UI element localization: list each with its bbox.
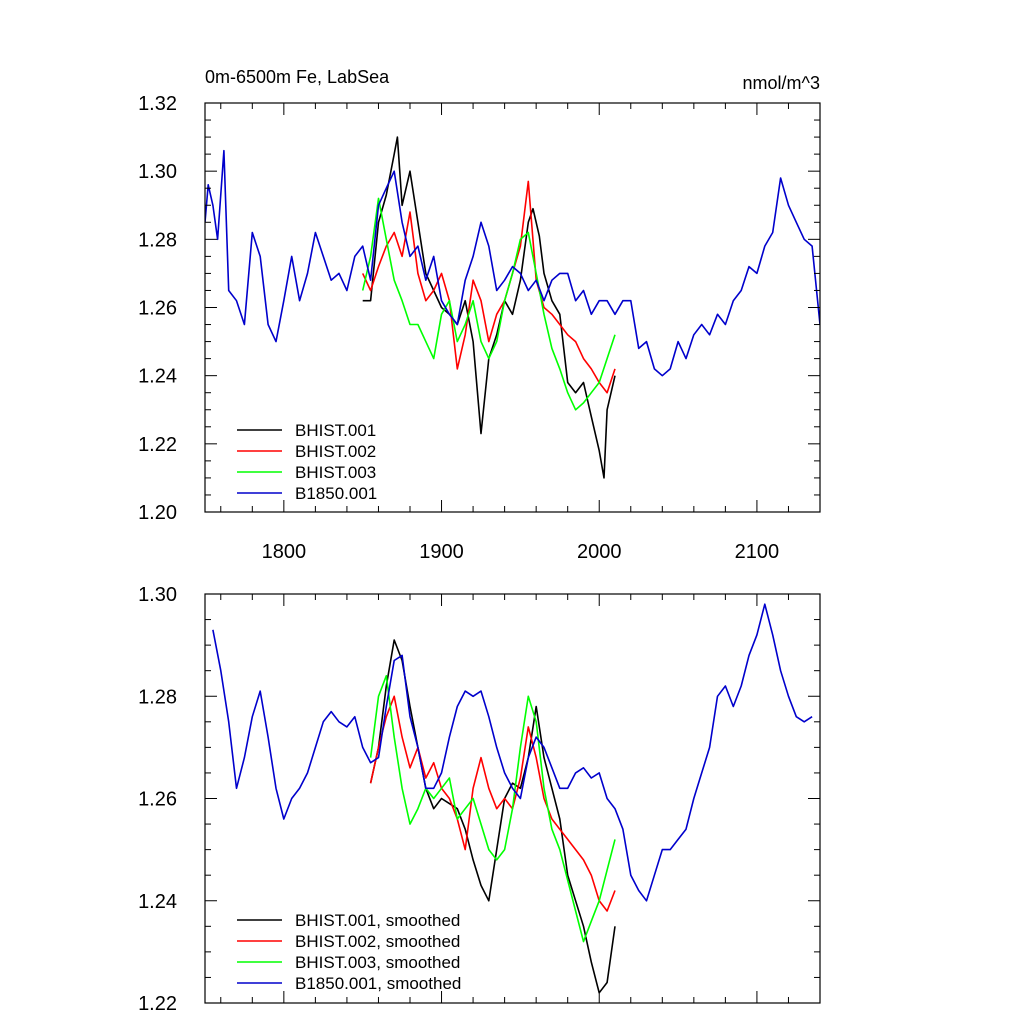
y-tick-label: 1.24 <box>138 891 177 913</box>
legend-label: BHIST.001, smoothed <box>295 911 460 930</box>
units-label: nmol/m^3 <box>743 73 820 93</box>
top-panel: 1.20 1.22 1.24 1.26 1.28 1.30 1.32 1800 1900 2000… <box>138 67 821 563</box>
y-tick-label: 1.30 <box>138 161 177 183</box>
legend: BHIST.001, smoothed BHIST.002, smoothed BH… <box>237 911 461 993</box>
series-line-2 <box>361 197 616 411</box>
series-line-3 <box>212 603 813 902</box>
legend-label: BHIST.002, smoothed <box>295 932 460 951</box>
y-tick-label: 1.26 <box>138 298 177 320</box>
x-tick-label: 1800 <box>262 541 307 563</box>
series-lines <box>212 603 813 994</box>
y-tick-label: 1.26 <box>138 789 177 811</box>
series-line-0 <box>369 639 616 994</box>
legend-label: B1850.001, smoothed <box>295 974 461 993</box>
legend-label: BHIST.003, smoothed <box>295 953 460 972</box>
series-line-3 <box>205 149 820 377</box>
series-line-1 <box>369 695 616 912</box>
y-tick-label: 1.22 <box>138 434 177 456</box>
series-line-2 <box>369 674 616 943</box>
x-tick-label: 2100 <box>735 541 780 563</box>
x-tick-label: 1900 <box>419 541 464 563</box>
legend-label: BHIST.001 <box>295 421 376 440</box>
y-tick-label: 1.28 <box>138 229 177 251</box>
legend: BHIST.001 BHIST.002 BHIST.003 B1850.001 <box>237 421 377 503</box>
y-tick-label: 1.22 <box>138 993 177 1015</box>
y-tick-label: 1.32 <box>138 93 177 115</box>
series-lines <box>205 136 820 479</box>
y-tick-label: 1.28 <box>138 686 177 708</box>
y-tick-label: 1.20 <box>138 502 177 524</box>
series-line-1 <box>361 180 616 394</box>
legend-label: BHIST.003 <box>295 463 376 482</box>
y-tick-label: 1.30 <box>138 584 177 606</box>
chart-title: 0m-6500m Fe, LabSea <box>205 67 390 87</box>
x-tick-label: 2000 <box>577 541 622 563</box>
y-tick-label: 1.24 <box>138 366 177 388</box>
legend-label: BHIST.002 <box>295 442 376 461</box>
legend-label: B1850.001 <box>295 484 377 503</box>
series-line-0 <box>362 136 616 479</box>
